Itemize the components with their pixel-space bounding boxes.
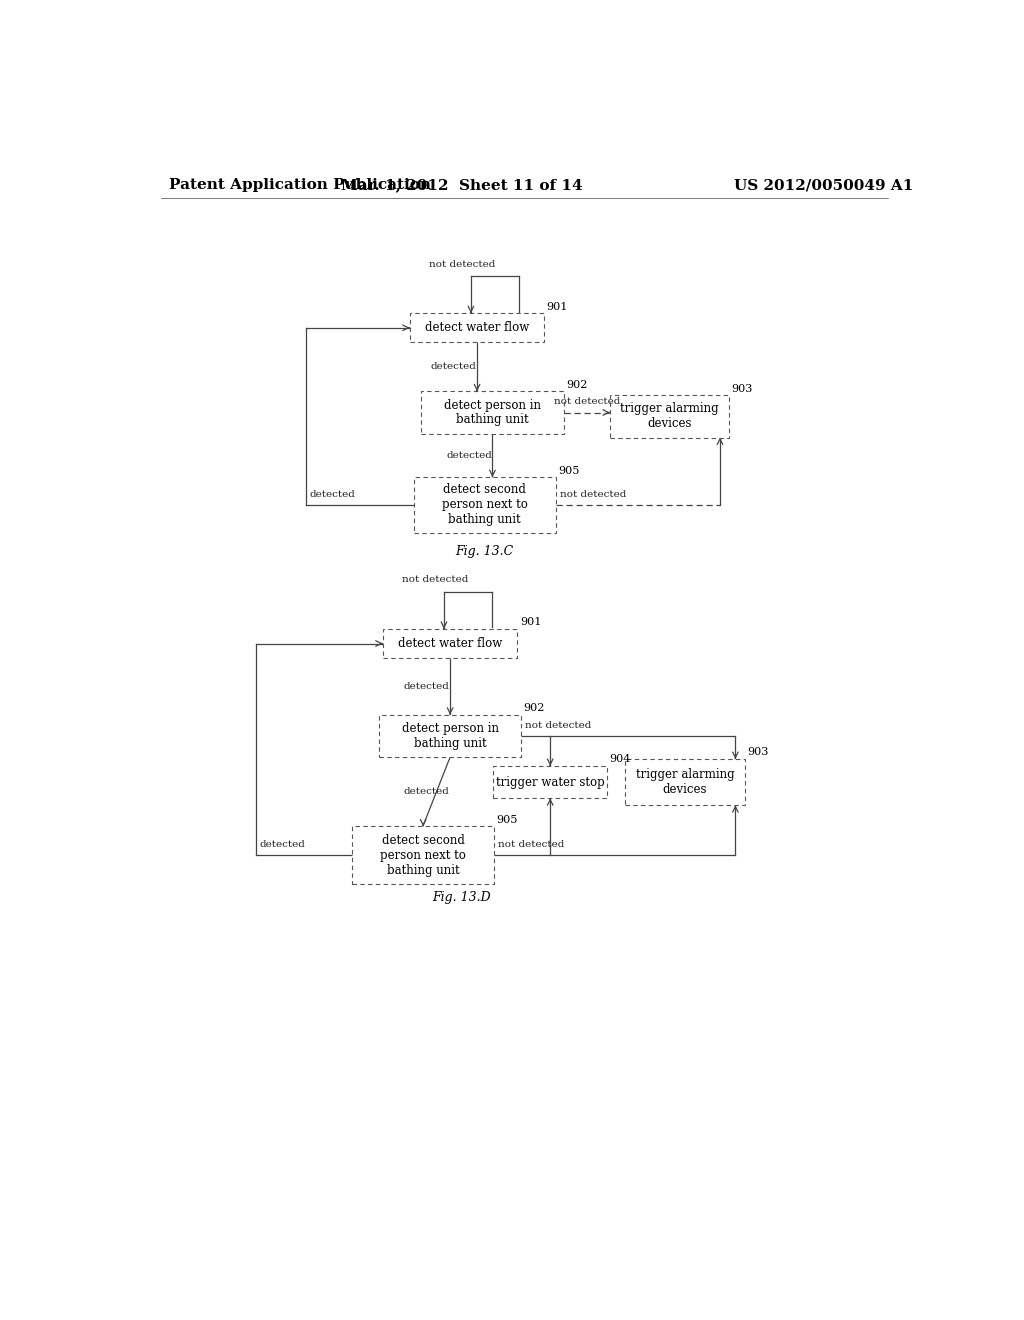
Bar	[352, 826, 495, 884]
Text: detected: detected	[431, 363, 477, 371]
Bar	[410, 313, 545, 342]
Text: detect water flow: detect water flow	[398, 638, 502, 649]
Text: 901: 901	[520, 618, 541, 627]
Text: 903: 903	[746, 747, 768, 758]
Bar	[379, 714, 521, 758]
Text: 901: 901	[547, 302, 568, 312]
Text: trigger alarming
devices: trigger alarming devices	[621, 403, 719, 430]
Text: 902: 902	[523, 704, 545, 713]
Bar	[414, 478, 556, 533]
Text: trigger water stop: trigger water stop	[496, 776, 604, 788]
Text: detect second
person next to
bathing unit: detect second person next to bathing uni…	[441, 483, 527, 527]
Text: not detected: not detected	[560, 490, 627, 499]
Text: Fig. 13.C: Fig. 13.C	[456, 545, 514, 557]
Text: 904: 904	[609, 755, 631, 764]
Bar	[494, 766, 607, 799]
Text: detect second
person next to
bathing unit: detect second person next to bathing uni…	[380, 834, 466, 876]
Bar	[626, 759, 744, 805]
Text: Patent Application Publication: Patent Application Publication	[169, 178, 431, 193]
Text: detected: detected	[446, 451, 493, 459]
Text: 902: 902	[566, 380, 588, 389]
Bar	[610, 395, 729, 437]
Text: not detected: not detected	[525, 721, 592, 730]
Text: detect person in
bathing unit: detect person in bathing unit	[444, 399, 541, 426]
Text: not detected: not detected	[401, 576, 468, 585]
Text: 905: 905	[558, 466, 580, 475]
Bar	[383, 628, 517, 659]
Text: Fig. 13.D: Fig. 13.D	[432, 891, 490, 904]
Text: detected: detected	[309, 490, 355, 499]
Text: detected: detected	[259, 840, 305, 849]
Text: detected: detected	[403, 787, 450, 796]
Text: detect person in
bathing unit: detect person in bathing unit	[401, 722, 499, 750]
Text: detected: detected	[403, 682, 450, 690]
Text: detect water flow: detect water flow	[425, 321, 529, 334]
Bar	[421, 391, 563, 434]
Text: 905: 905	[497, 814, 518, 825]
Text: not detected: not detected	[554, 397, 620, 407]
Text: trigger alarming
devices: trigger alarming devices	[636, 768, 734, 796]
Text: Mar. 1, 2012  Sheet 11 of 14: Mar. 1, 2012 Sheet 11 of 14	[341, 178, 583, 193]
Text: not detected: not detected	[499, 840, 564, 849]
Text: 903: 903	[731, 384, 753, 393]
Text: not detected: not detected	[429, 260, 495, 268]
Text: US 2012/0050049 A1: US 2012/0050049 A1	[734, 178, 913, 193]
